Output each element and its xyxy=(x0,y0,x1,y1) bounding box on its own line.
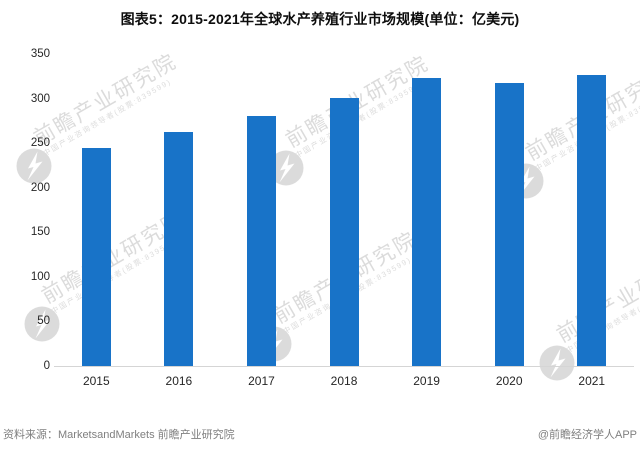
bar-2021 xyxy=(577,75,607,366)
bar-2020 xyxy=(494,83,524,366)
x-axis-tick-label: 2016 xyxy=(165,374,193,388)
chart-footer: 资料来源：MarketsandMarkets 前瞻产业研究院 @前瞻经济学人AP… xyxy=(0,424,640,444)
bar-slot xyxy=(303,54,386,366)
bar-slot xyxy=(550,54,633,366)
y-axis-tick-label: 350 xyxy=(30,48,50,60)
x-axis-tick-label: 2020 xyxy=(495,374,523,388)
x-axis-tick-label: 2018 xyxy=(330,374,358,388)
bar-2019 xyxy=(412,78,442,366)
y-axis-tick-label: 300 xyxy=(30,92,50,105)
y-axis-tick-label: 50 xyxy=(37,315,50,328)
bar-series xyxy=(55,54,633,366)
x-axis-tick-label: 2017 xyxy=(248,374,275,388)
bar-slot xyxy=(468,54,551,366)
y-axis-tick-label: 100 xyxy=(30,270,50,283)
y-axis-tick-label: 250 xyxy=(30,137,50,150)
credit-note: @前瞻经济学人APP xyxy=(537,429,637,441)
y-axis-tick-label: 150 xyxy=(30,226,50,239)
y-axis-tick-label: 0 xyxy=(43,360,50,372)
bar-2018 xyxy=(329,97,359,366)
chart-title: 图表5：2015-2021年全球水产养殖行业市场规模(单位：亿美元) xyxy=(120,11,520,27)
x-axis-baseline xyxy=(54,366,634,367)
x-axis: 2015 2016 2017 2018 2019 2020 2021 xyxy=(55,374,633,388)
x-axis-tick-label: 2015 xyxy=(82,374,110,388)
bar-slot xyxy=(55,54,138,366)
source-note: 资料来源：MarketsandMarkets 前瞻产业研究院 xyxy=(3,429,235,441)
bar-slot xyxy=(385,54,468,366)
bar-slot xyxy=(220,54,303,366)
bar-2017 xyxy=(246,115,276,366)
bar-2016 xyxy=(164,132,194,366)
qianzhan-logo-icon xyxy=(16,148,52,184)
bar-slot xyxy=(138,54,221,366)
y-axis-tick-label: 200 xyxy=(30,181,50,194)
chart-canvas xyxy=(55,54,633,366)
bar-2015 xyxy=(81,147,111,366)
x-axis-tick-label: 2021 xyxy=(578,374,606,388)
x-axis-tick-label: 2019 xyxy=(413,374,440,388)
